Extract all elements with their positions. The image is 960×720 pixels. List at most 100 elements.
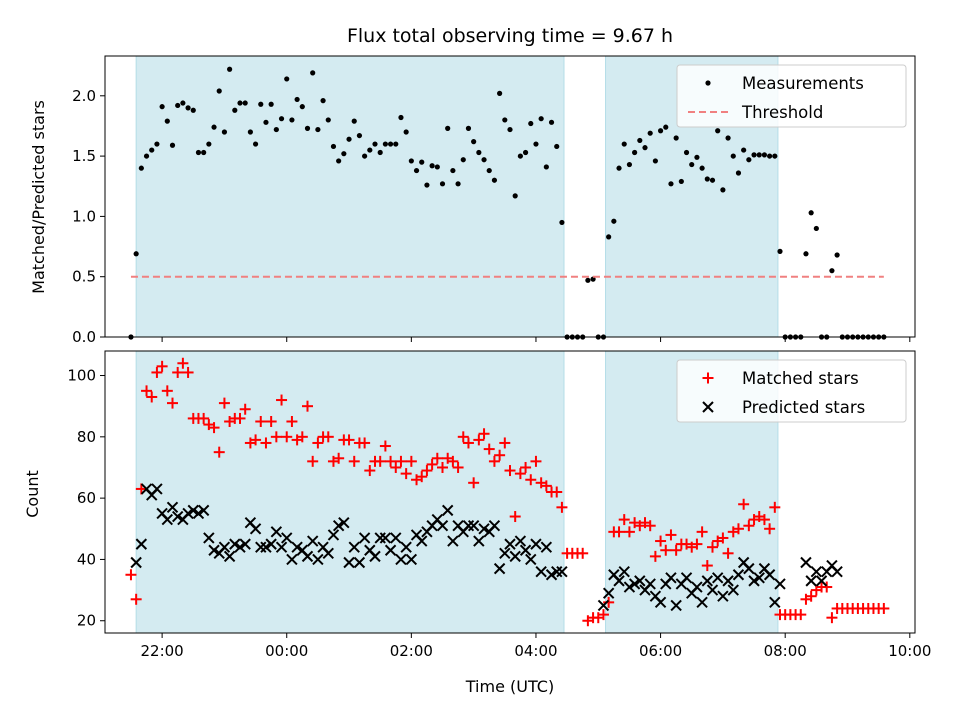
predicted-stars-point bbox=[654, 596, 667, 609]
predicted-stars-point bbox=[338, 516, 350, 529]
measurements-point bbox=[725, 135, 731, 141]
matched-stars-point bbox=[400, 468, 412, 480]
measurements-point bbox=[741, 147, 747, 153]
measurements-point bbox=[455, 181, 461, 187]
measurements-point bbox=[258, 101, 264, 107]
predicted-stars-point bbox=[166, 501, 179, 514]
predicted-stars-point bbox=[353, 556, 366, 569]
measurements-point bbox=[621, 141, 627, 147]
predicted-stars-point bbox=[613, 575, 625, 587]
measurements-point bbox=[273, 126, 279, 133]
measurements-point bbox=[772, 153, 778, 159]
predicted-stars-point bbox=[831, 565, 843, 578]
predicted-stars-point bbox=[151, 483, 163, 495]
matched-stars-point bbox=[509, 511, 521, 523]
predicted-stars-point bbox=[467, 520, 480, 532]
predicted-stars-point bbox=[327, 529, 340, 541]
measurements-point bbox=[522, 149, 529, 156]
predicted-stars-point bbox=[727, 584, 739, 596]
measurements-point bbox=[164, 118, 170, 124]
measurements-point bbox=[528, 120, 534, 127]
measurements-point bbox=[709, 177, 716, 183]
measurements-point bbox=[668, 181, 674, 187]
measurements-point bbox=[351, 118, 357, 124]
measurements-point bbox=[663, 124, 669, 130]
matched-stars-point bbox=[333, 452, 345, 464]
measurements-point bbox=[429, 163, 435, 169]
x-tick-label: 02:00 bbox=[390, 642, 433, 660]
matched-stars-point bbox=[514, 468, 526, 480]
predicted-stars-point bbox=[239, 538, 251, 550]
predicted-stars-point bbox=[696, 596, 708, 609]
measurements-point bbox=[439, 181, 446, 187]
measurements-point bbox=[362, 153, 368, 159]
measurements-point bbox=[704, 176, 710, 182]
matched-stars-point bbox=[468, 477, 480, 489]
measurements-point bbox=[336, 158, 342, 164]
matched-stars-point bbox=[499, 437, 511, 449]
predicted-stars-point bbox=[618, 565, 630, 578]
matched-stars-point bbox=[307, 455, 319, 467]
measurements-point bbox=[834, 252, 840, 258]
matched-stars-point bbox=[764, 523, 776, 535]
matched-stars-point bbox=[177, 357, 189, 369]
matched-stars-point bbox=[312, 437, 324, 449]
matched-stars-point bbox=[270, 431, 282, 443]
predicted-stars-point bbox=[229, 538, 241, 550]
measurements-point bbox=[647, 130, 653, 136]
matched-stars-point bbox=[302, 400, 313, 412]
matched-stars-point bbox=[655, 535, 667, 547]
measurements-point bbox=[408, 158, 414, 164]
predicted-stars-point bbox=[260, 541, 272, 553]
measurements-point bbox=[382, 141, 388, 147]
counts-legend: Matched stars Predicted stars bbox=[676, 359, 907, 423]
matched-stars-point bbox=[597, 609, 609, 621]
predicted-stars-point bbox=[628, 578, 641, 590]
measurements-point bbox=[190, 107, 196, 113]
predicted-stars-point bbox=[218, 541, 231, 553]
measurements-point bbox=[715, 128, 721, 134]
matched-stars-point bbox=[483, 443, 495, 455]
measurements-point bbox=[642, 145, 648, 151]
matched-stars-point bbox=[343, 434, 355, 446]
measurements-point bbox=[538, 116, 544, 122]
measurements-point bbox=[419, 159, 425, 165]
predicted-stars-point bbox=[810, 565, 823, 578]
counts-y-tick-label: 100 bbox=[67, 367, 96, 385]
matched-stars-point bbox=[141, 385, 153, 397]
measurements-point bbox=[247, 129, 253, 135]
ratio-y-tick-label: 1.0 bbox=[72, 207, 96, 225]
ratio-observing-window-0 bbox=[135, 55, 565, 338]
measurements-point bbox=[751, 152, 757, 158]
measurements-point bbox=[632, 149, 638, 156]
counts-series bbox=[125, 357, 890, 627]
predicted-stars-point bbox=[509, 550, 521, 563]
measurements-point bbox=[284, 76, 290, 82]
measurements-point bbox=[356, 132, 363, 139]
measurements-point bbox=[689, 161, 695, 168]
matched-stars-point bbox=[613, 526, 625, 538]
x-tick-label: 06:00 bbox=[639, 642, 682, 660]
x-tick-label: 08:00 bbox=[764, 642, 807, 660]
measurements-point bbox=[227, 66, 233, 72]
predicted-stars-point bbox=[208, 544, 220, 556]
x-tick-label: 00:00 bbox=[265, 642, 308, 660]
measurements-point bbox=[237, 100, 243, 106]
predicted-stars-point bbox=[369, 550, 381, 563]
predicted-stars-point bbox=[281, 532, 293, 544]
measurements-point bbox=[543, 164, 549, 170]
predicted-stars-point bbox=[291, 541, 303, 553]
predicted-stars-point bbox=[769, 596, 781, 609]
predicted-stars-point bbox=[441, 504, 454, 517]
matched-stars-point bbox=[603, 596, 615, 608]
counts-panel: 20 40 60 80 100 22:00 00:00 02:00 04:00 06:00 08:0… bbox=[67, 350, 931, 660]
matched-stars-point bbox=[198, 412, 210, 424]
predicted-stars-point bbox=[395, 553, 407, 566]
measurements-point bbox=[310, 70, 316, 76]
measurements-point bbox=[471, 139, 477, 145]
predicted-stars-point bbox=[171, 510, 184, 523]
matched-stars-point bbox=[577, 547, 589, 559]
matched-stars-point bbox=[421, 465, 433, 477]
measurements-point bbox=[320, 98, 326, 104]
matched-stars-point bbox=[530, 455, 542, 467]
